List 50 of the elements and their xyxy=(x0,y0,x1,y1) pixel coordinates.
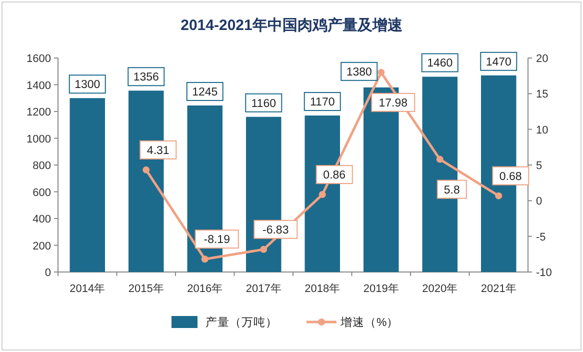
y2-tick-label: 15 xyxy=(536,88,548,101)
y-tick-label: 1600 xyxy=(26,53,51,65)
data-label: 1380 xyxy=(346,66,372,78)
y-tick-label: 1400 xyxy=(26,80,51,92)
point xyxy=(260,246,268,253)
x-tick-label: 2018年 xyxy=(304,283,340,295)
x-tick-label: 2016年 xyxy=(187,283,223,295)
point xyxy=(436,156,444,163)
point xyxy=(201,256,208,263)
data-label: 1170 xyxy=(310,96,335,109)
x-tick-label: 2020年 xyxy=(422,283,458,295)
data-label: -6.83 xyxy=(262,224,289,236)
y-tick-label: 200 xyxy=(32,240,51,252)
y-tick-label: 1000 xyxy=(26,133,51,146)
point xyxy=(378,68,385,76)
chart-title: 2014-2021年中国肉鸡产量及增速 xyxy=(180,17,404,34)
data-label: 17.98 xyxy=(378,97,408,110)
y-tick-label: 600 xyxy=(32,186,51,199)
y2-tick-label: 20 xyxy=(536,53,548,65)
y2-tick-label: -10 xyxy=(536,267,552,279)
x-tick-label: 2014年 xyxy=(70,283,106,295)
legend-label: 增速（%） xyxy=(340,316,399,329)
legend-label: 产量（万吨） xyxy=(206,315,278,329)
data-label: 1245 xyxy=(192,86,218,98)
data-label: 0.68 xyxy=(499,170,522,183)
data-label: 1356 xyxy=(133,72,159,84)
data-label: 5.8 xyxy=(444,184,460,196)
x-tick-label: 2015年 xyxy=(128,283,164,295)
y2-tick-label: 5 xyxy=(536,160,542,172)
data-label: 1470 xyxy=(486,56,512,68)
y2-tick-label: -5 xyxy=(536,231,546,244)
bar xyxy=(70,98,105,272)
y-tick-label: 1200 xyxy=(26,106,51,118)
point xyxy=(318,191,326,198)
data-label: 1460 xyxy=(427,58,453,70)
x-tick-label: 2017年 xyxy=(246,283,282,295)
y2-tick-label: 10 xyxy=(536,124,548,136)
data-label: -8.19 xyxy=(204,234,230,246)
x-tick-label: 2019年 xyxy=(363,283,399,295)
data-label: 0.86 xyxy=(323,170,346,182)
point xyxy=(495,192,502,200)
data-label: 4.31 xyxy=(146,144,170,157)
y2-tick-label: 0 xyxy=(536,196,542,208)
point xyxy=(142,166,150,174)
y-tick-label: 400 xyxy=(32,214,51,226)
y-tick-label: 0 xyxy=(44,267,51,279)
y-tick-label: 800 xyxy=(32,160,51,172)
data-label: 1160 xyxy=(251,98,276,110)
data-label: 1300 xyxy=(74,79,100,92)
x-tick-label: 2021年 xyxy=(480,283,516,295)
